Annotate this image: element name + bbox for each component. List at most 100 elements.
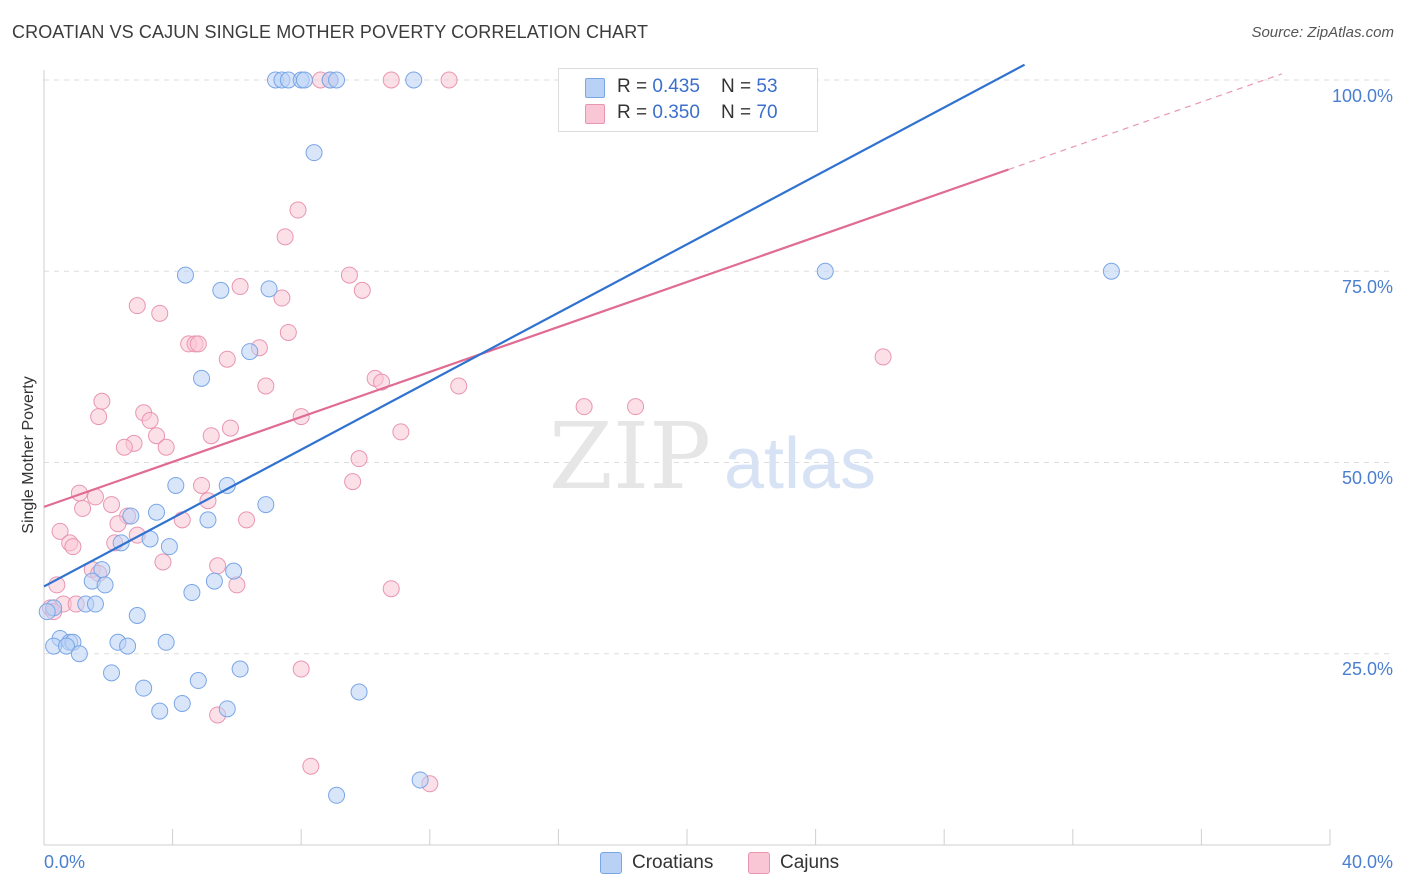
croatian-point [816, 262, 834, 280]
croatian-point [1102, 262, 1120, 280]
watermark-zip: ZIP [549, 403, 711, 510]
croatian-point [305, 144, 323, 162]
blue-swatch-icon [600, 852, 622, 874]
croatian-point [218, 700, 236, 718]
croatian-point [328, 786, 346, 804]
cajun-point [148, 427, 166, 445]
x-tick-label: 0.0% [44, 852, 86, 872]
croatian-point [86, 595, 104, 613]
cajun-point [344, 473, 362, 491]
stats-legend: R = 0.435 N = 53 R = 0.350 N = 70 [558, 68, 818, 132]
croatian-point [38, 603, 56, 621]
cajun-point [228, 576, 246, 594]
y-tick-label: 50.0% [1341, 468, 1393, 488]
cajun-point [874, 348, 892, 366]
cajun-point [302, 757, 320, 775]
cajun-point [154, 553, 172, 571]
croatian-point [58, 637, 76, 655]
croatian-point [122, 507, 140, 525]
y-tick-label: 25.0% [1341, 659, 1393, 679]
croatian-point [193, 369, 211, 387]
croatian-point [135, 679, 153, 697]
n-label: N = [721, 102, 757, 123]
cajun-point [450, 377, 468, 395]
legend-row-cajuns: R = 0.350 N = 70 [585, 101, 778, 125]
cajun-point [440, 71, 458, 89]
blue-swatch-icon [585, 78, 605, 98]
n-value: 53 [756, 76, 778, 97]
cajun-point [231, 278, 249, 296]
cajun-point [575, 398, 593, 416]
cajun-point [276, 228, 294, 246]
croatian-point [119, 637, 137, 655]
croatian-point [328, 71, 346, 89]
cajun-point [289, 201, 307, 219]
pink-swatch-icon [585, 104, 605, 124]
legend-row-croatians: R = 0.435 N = 53 [585, 75, 778, 99]
legend-item-cajuns: Cajuns [748, 852, 839, 874]
croatian-point [70, 645, 88, 663]
axes [43, 70, 1331, 846]
cajun-point [115, 438, 133, 456]
n-label: N = [721, 76, 757, 97]
cajun-point [257, 377, 275, 395]
croatian-point [231, 660, 249, 678]
cajun-points [41, 71, 892, 793]
cajun-point [627, 398, 645, 416]
croatian-point [225, 562, 243, 580]
cajun-point [238, 511, 256, 529]
watermark-atlas: atlas [724, 424, 876, 504]
y-tick-label: 100.0% [1331, 86, 1393, 106]
cajun-point [157, 438, 175, 456]
cajun-point [392, 423, 410, 441]
r-value: 0.435 [652, 76, 700, 97]
r-label: R = [617, 102, 653, 123]
croatian-point [183, 584, 201, 602]
gridlines [44, 79, 1392, 655]
cajun-point [273, 289, 291, 307]
source-label: Source: ZipAtlas.com [1251, 24, 1394, 41]
n-value: 70 [756, 102, 778, 123]
croatian-point [189, 672, 207, 690]
cajun-trend-extension [1008, 73, 1282, 171]
cajun-point [292, 660, 310, 678]
croatian-point [103, 664, 121, 682]
croatian-trend-line [43, 63, 1026, 588]
r-label: R = [617, 76, 653, 97]
croatian-point [405, 71, 423, 89]
croatian-point [241, 343, 259, 361]
cajun-point [373, 373, 391, 391]
cajun-point [141, 411, 159, 429]
pink-swatch-icon [748, 852, 770, 874]
cajun-point [93, 392, 111, 410]
croatian-point [411, 771, 429, 789]
croatian-point [151, 702, 169, 720]
croatian-point [257, 496, 275, 514]
trend-lines [43, 63, 1282, 588]
cajun-point [51, 522, 69, 540]
croatian-point [157, 633, 175, 651]
croatian-point [176, 266, 194, 284]
cajun-point [202, 427, 220, 445]
cajun-point [90, 408, 108, 426]
cajun-point [103, 496, 121, 514]
cajun-point [350, 450, 368, 468]
cajun-point [382, 71, 400, 89]
x-tick-label: 40.0% [1341, 852, 1393, 872]
cajun-point [109, 515, 127, 533]
croatian-point [96, 576, 114, 594]
croatian-point [205, 572, 223, 590]
croatian-point [260, 280, 278, 298]
r-value: 0.350 [652, 102, 700, 123]
croatian-point [350, 683, 368, 701]
croatian-point [148, 503, 166, 521]
croatian-point [212, 281, 230, 299]
cajun-point [64, 538, 82, 556]
cajun-point [382, 580, 400, 598]
cajun-point [340, 266, 358, 284]
cajun-point [193, 476, 211, 494]
cajun-point [173, 511, 191, 529]
legend-item-croatians: Croatians [600, 852, 713, 874]
croatian-point [167, 476, 185, 494]
